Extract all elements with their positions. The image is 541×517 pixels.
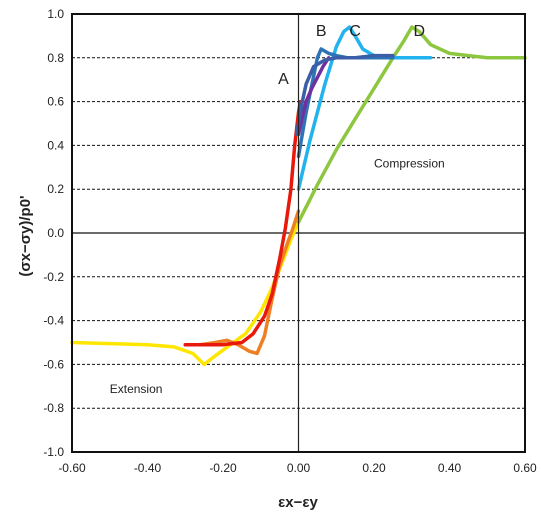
x-tick-label: 0.00	[287, 461, 311, 475]
x-tick-label: -0.40	[134, 461, 162, 475]
x-tick-labels: -0.60 -0.40 -0.20 0.00 0.20 0.40 0.60	[58, 461, 537, 475]
y-tick-label: -0.6	[43, 357, 64, 371]
series-label-c: C	[349, 23, 361, 40]
y-axis-label: (σx−σy)/p0'	[17, 195, 34, 276]
y-tick-label: -0.4	[43, 314, 64, 328]
x-tick-label: 0.60	[513, 461, 537, 475]
y-tick-label: 0.2	[47, 182, 64, 196]
series-line-orange	[183, 209, 301, 356]
series-label-a: A	[278, 71, 289, 88]
series-line-a_tail	[296, 56, 331, 137]
x-tick-label: 0.40	[438, 461, 462, 475]
series-line-red	[183, 99, 303, 347]
series-label-b: B	[316, 23, 327, 40]
y-tick-label: 0.4	[47, 138, 64, 152]
series-line-a	[294, 53, 395, 137]
series-line-d	[296, 25, 527, 224]
y-tick-label: -0.2	[43, 270, 64, 284]
x-tick-label: -0.20	[209, 461, 237, 475]
x-tick-label: -0.60	[58, 461, 86, 475]
series-line-b	[296, 47, 395, 159]
y-tick-labels: 1.0 0.8 0.6 0.4 0.2 0.0 -0.2 -0.4 -0.6 -0.8 -1.0	[43, 7, 64, 459]
series-group	[70, 25, 527, 367]
series-label-d: D	[414, 23, 426, 40]
series-line-c	[296, 25, 433, 191]
y-tick-label: 0.8	[47, 51, 64, 65]
annotations: A B C D Compression Extension	[110, 23, 445, 396]
y-tick-label: -0.8	[43, 401, 64, 415]
plot-frame	[71, 13, 526, 453]
y-tick-label: 0.0	[47, 226, 64, 240]
y-tick-label: 1.0	[47, 7, 64, 21]
annotation-extension: Extension	[110, 382, 163, 396]
annotation-compression: Compression	[374, 156, 445, 170]
x-axis-label: εx−εy	[278, 494, 318, 511]
x-tick-label: 0.20	[362, 461, 386, 475]
y-tick-label: 0.6	[47, 95, 64, 109]
y-tick-label: -1.0	[43, 445, 64, 459]
